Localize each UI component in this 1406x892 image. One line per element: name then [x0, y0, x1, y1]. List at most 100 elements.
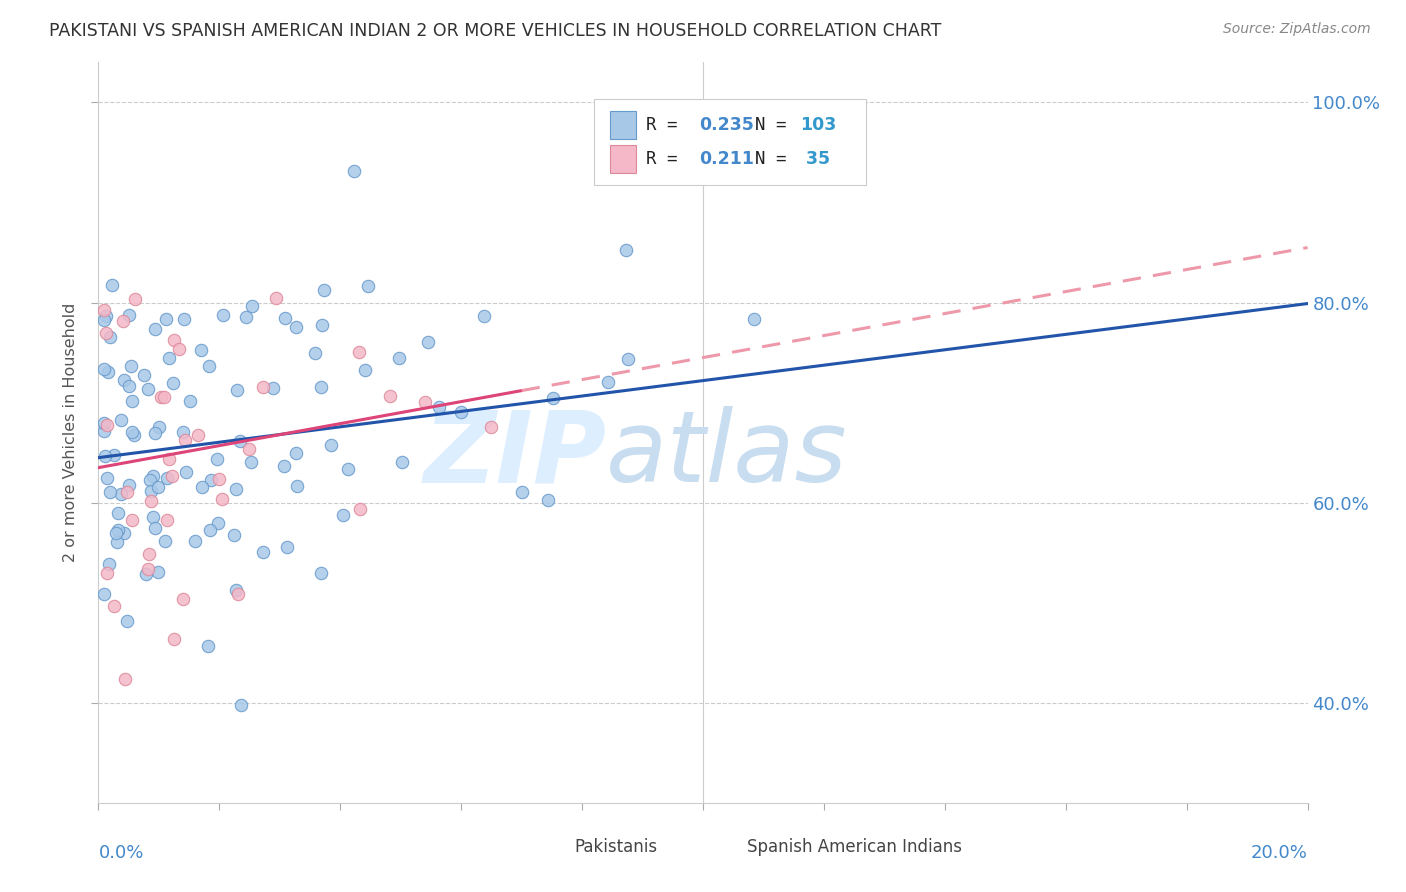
FancyBboxPatch shape [610, 112, 637, 139]
Point [596, 376, 619, 390]
Point [287, 479, 309, 493]
Text: N =: N = [755, 150, 797, 168]
Point [118, 477, 141, 491]
Point [112, 373, 135, 387]
Point [197, 639, 219, 653]
Point [139, 473, 162, 487]
Point [537, 492, 560, 507]
Point [262, 381, 284, 395]
Point [163, 333, 186, 347]
Point [107, 524, 129, 538]
Point [115, 484, 138, 499]
Point [190, 480, 212, 494]
Point [240, 455, 263, 469]
Point [742, 311, 765, 326]
Point [208, 472, 231, 486]
Point [96, 566, 118, 580]
Point [174, 433, 197, 447]
Point [211, 492, 233, 507]
Point [200, 523, 222, 537]
Point [543, 391, 565, 405]
Point [198, 359, 221, 373]
Point [93, 302, 115, 317]
Point [146, 480, 169, 494]
Point [167, 342, 190, 356]
Point [121, 393, 143, 408]
Point [115, 615, 138, 629]
Point [93, 416, 115, 430]
Point [225, 582, 247, 597]
Point [309, 380, 332, 394]
Point [378, 389, 401, 403]
Point [418, 335, 440, 350]
Point [427, 400, 450, 414]
Point [273, 311, 295, 326]
FancyBboxPatch shape [610, 145, 637, 173]
Y-axis label: 2 or more Vehicles in Household: 2 or more Vehicles in Household [63, 303, 79, 562]
Point [388, 351, 411, 365]
Point [311, 318, 333, 332]
Point [153, 391, 176, 405]
Point [94, 449, 117, 463]
Point [112, 526, 135, 541]
Point [104, 525, 127, 540]
Text: ZIP: ZIP [423, 407, 606, 503]
Point [156, 513, 179, 527]
Point [312, 283, 335, 297]
Text: 0.0%: 0.0% [98, 844, 143, 862]
Point [222, 527, 245, 541]
Point [319, 437, 342, 451]
Point [97, 557, 120, 571]
Point [212, 308, 235, 322]
Point [187, 428, 209, 442]
Point [120, 359, 142, 373]
Point [337, 462, 360, 476]
Point [148, 420, 170, 434]
Point [93, 313, 115, 327]
Point [252, 379, 274, 393]
Point [135, 566, 157, 581]
Point [139, 483, 162, 498]
Text: 103: 103 [800, 116, 837, 135]
Point [235, 310, 257, 324]
Point [349, 344, 371, 359]
Point [200, 473, 222, 487]
Point [226, 587, 249, 601]
Point [146, 565, 169, 579]
Text: R =: R = [647, 116, 688, 135]
Point [138, 548, 160, 562]
Point [105, 535, 128, 549]
Point [110, 413, 132, 427]
Point [110, 486, 132, 500]
Point [413, 395, 436, 409]
Point [617, 351, 640, 366]
Point [450, 405, 472, 419]
Point [273, 459, 295, 474]
Point [132, 368, 155, 383]
Point [179, 393, 201, 408]
Text: 0.235: 0.235 [699, 116, 754, 135]
Point [103, 448, 125, 462]
Point [512, 484, 534, 499]
Point [156, 471, 179, 485]
Point [163, 632, 186, 646]
Point [98, 484, 121, 499]
Point [124, 292, 146, 306]
Point [205, 451, 228, 466]
Point [136, 382, 159, 396]
Point [94, 326, 117, 340]
Point [96, 418, 118, 433]
Point [229, 434, 252, 449]
Point [472, 309, 495, 323]
Point [184, 533, 207, 548]
Point [150, 390, 173, 404]
Point [93, 424, 115, 438]
Point [160, 469, 183, 483]
FancyBboxPatch shape [716, 838, 740, 858]
Point [231, 698, 253, 712]
Point [157, 351, 180, 366]
FancyBboxPatch shape [595, 99, 866, 185]
Point [153, 533, 176, 548]
Point [172, 592, 194, 607]
Point [332, 508, 354, 522]
